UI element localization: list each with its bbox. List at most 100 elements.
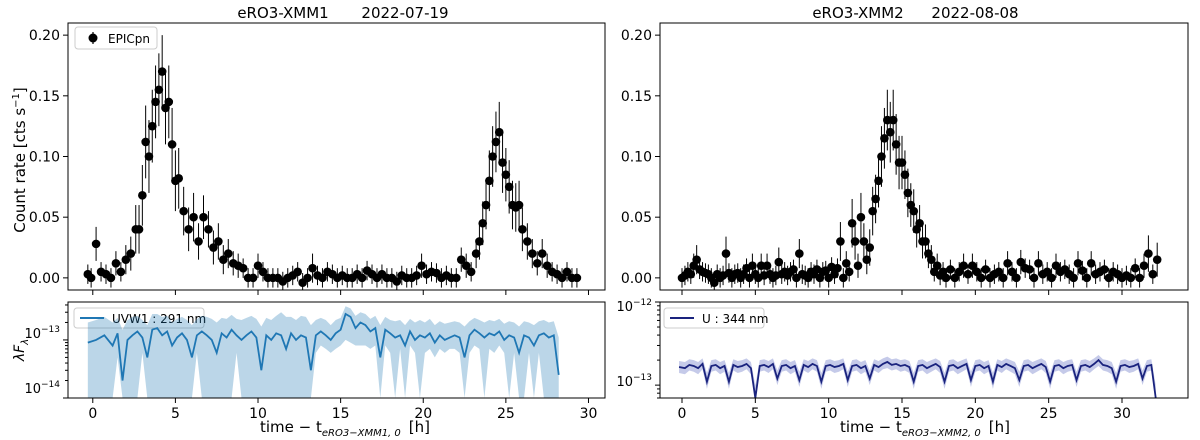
- data-point: [1082, 273, 1092, 283]
- axes-frame: [659, 22, 1189, 291]
- data-point: [456, 255, 466, 264]
- plot-area-bottom-left: [87, 306, 560, 398]
- data-point: [1003, 259, 1012, 268]
- panel-bottom-right: 0 5 10 15 20 25 30: [655, 301, 1189, 422]
- panel-bottom-left: 0 5 10 15 20 25 30: [63, 301, 606, 422]
- xlabel-right: time − teRO3−XMM2, 0 [h]: [840, 418, 1010, 439]
- data-point: [557, 273, 567, 283]
- legend-u: U : 344 nm: [663, 307, 768, 329]
- data-point: [471, 249, 481, 258]
- log-tick-right-1e-13: 10−13: [616, 373, 652, 390]
- data-point: [686, 269, 696, 279]
- data-point: [900, 170, 910, 180]
- data-point: [1042, 267, 1052, 277]
- data-point: [501, 170, 511, 180]
- x-tick-label: 15: [332, 406, 350, 422]
- data-point: [488, 152, 497, 161]
- y-tick-label: 0.20: [29, 28, 60, 44]
- data-point: [1135, 273, 1144, 283]
- axes-frame: [659, 301, 1189, 399]
- data-point: [1012, 273, 1021, 283]
- data-point: [258, 267, 268, 277]
- panel-top-left: 0.00 0.05 0.10 0.15 0.20: [29, 22, 606, 295]
- x-tick-label: 0: [88, 406, 97, 422]
- log-tick-left-1e-14: 10−14: [24, 380, 60, 397]
- y-tick-label: 0.15: [29, 89, 60, 105]
- data-point: [836, 237, 845, 246]
- data-point: [950, 273, 960, 283]
- legend-uvw1: UVW1 : 291 nm: [73, 307, 206, 329]
- data-point: [204, 225, 213, 234]
- data-point: [451, 273, 461, 283]
- x-tick-label: 15: [893, 406, 911, 422]
- data-point: [871, 194, 880, 204]
- data-point: [946, 265, 955, 274]
- data-point: [494, 127, 504, 137]
- data-point: [392, 277, 402, 286]
- data-point: [527, 249, 537, 258]
- data-point: [238, 263, 248, 273]
- data-point: [981, 265, 990, 274]
- data-point: [518, 225, 527, 234]
- data-point: [209, 243, 218, 252]
- data-point: [909, 206, 919, 216]
- data-point: [885, 127, 895, 137]
- error-band: [87, 306, 559, 398]
- data-point: [1016, 257, 1026, 267]
- data-point: [514, 200, 524, 210]
- data-point: [194, 237, 203, 246]
- data-point: [972, 267, 982, 277]
- data-point: [164, 97, 174, 107]
- data-point: [303, 273, 312, 283]
- error-band: [679, 355, 1156, 398]
- data-point: [833, 263, 842, 273]
- log-tick-right-1e-12: 10−12: [616, 298, 652, 315]
- data-point: [839, 273, 848, 283]
- data-point: [1073, 259, 1083, 268]
- x-tick-label: 10: [249, 406, 267, 422]
- axes-frame: [67, 301, 606, 399]
- data-point: [151, 97, 160, 107]
- x-tick-label: 5: [751, 406, 760, 422]
- data-point: [1051, 261, 1061, 271]
- data-point: [963, 269, 973, 279]
- plot-area-bottom-right: [678, 355, 1157, 398]
- data-point: [147, 121, 157, 131]
- data-point: [481, 200, 491, 210]
- data-point: [856, 212, 866, 222]
- data-point: [532, 259, 542, 268]
- data-point: [219, 255, 228, 264]
- data-point: [223, 249, 233, 258]
- data-point: [498, 158, 507, 167]
- x-tick-label: 30: [580, 406, 598, 422]
- data-point: [106, 273, 116, 283]
- data-point: [1126, 273, 1136, 283]
- data-point: [1148, 269, 1158, 279]
- data-point: [841, 259, 851, 268]
- data-point: [1100, 265, 1109, 274]
- y-tick-label: 0.05: [621, 210, 652, 226]
- data-point: [862, 255, 872, 264]
- x-tick-label: 20: [966, 406, 984, 422]
- data-point: [850, 237, 860, 246]
- data-point: [1025, 265, 1034, 274]
- data-point: [921, 237, 930, 246]
- data-point: [572, 273, 582, 283]
- data-point: [199, 212, 208, 222]
- data-point: [859, 237, 869, 246]
- data-point: [1139, 261, 1149, 271]
- legend-uvw1-label: UVW1 : 291 nm: [112, 312, 206, 326]
- x-tick-label: 25: [1040, 406, 1058, 422]
- title-right-name: eRO3-XMM2: [812, 4, 903, 22]
- data-point: [762, 261, 772, 271]
- legend-epicpn: EPICpn: [74, 26, 158, 50]
- data-point: [1007, 267, 1017, 277]
- data-point: [954, 267, 964, 277]
- data-point: [184, 225, 193, 234]
- data-point: [485, 176, 494, 186]
- data-point: [1086, 259, 1096, 268]
- data-point: [157, 67, 167, 76]
- data-point: [774, 257, 784, 267]
- data-point: [357, 273, 367, 283]
